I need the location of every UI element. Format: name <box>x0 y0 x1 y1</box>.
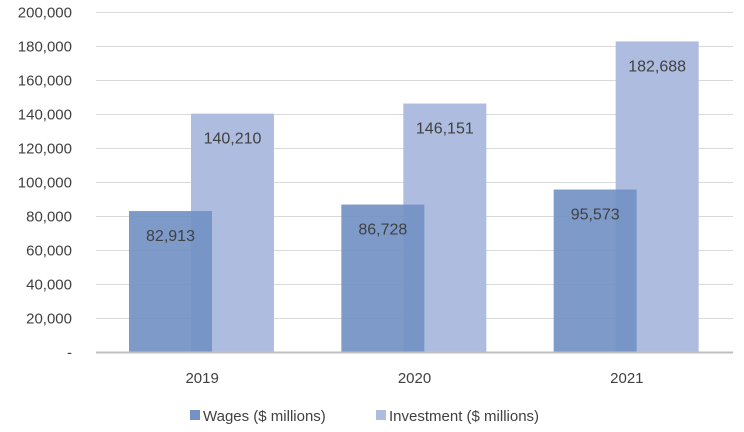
x-tick-label: 2021 <box>610 370 643 387</box>
data-label-wages-2020: 86,728 <box>358 222 407 239</box>
y-tick-label: - <box>67 345 72 362</box>
x-tick-label: 2019 <box>185 370 218 387</box>
data-label-investment-2020: 146,151 <box>416 121 474 138</box>
legend-label: Investment ($ millions) <box>389 408 539 425</box>
legend: Wages ($ millions) Investment ($ millions… <box>190 408 539 425</box>
data-label-investment-2019: 140,210 <box>204 131 262 148</box>
bar-wages-2019 <box>129 211 212 352</box>
data-labels: 82,913 140,210 86,728 146,151 95,573 182,688 <box>146 58 686 245</box>
y-tick-label: 100,000 <box>18 175 72 192</box>
legend-label: Wages ($ millions) <box>203 408 326 425</box>
legend-swatch <box>376 410 386 420</box>
data-label-investment-2021: 182,688 <box>628 58 686 75</box>
x-tick-label: 2020 <box>398 370 431 387</box>
axes: - 20,000 40,000 60,000 80,000 100,000 120,000 1… <box>18 5 733 387</box>
y-tick-label: 40,000 <box>26 277 72 294</box>
bar-wages-2020 <box>341 204 425 352</box>
y-tick-label: 160,000 <box>18 73 72 90</box>
data-label-wages-2021: 95,573 <box>571 207 620 224</box>
legend-swatch <box>190 410 200 420</box>
y-tick-label: 60,000 <box>26 243 72 260</box>
bar-wages-2021 <box>553 189 637 352</box>
y-tick-label: 20,000 <box>26 311 72 328</box>
bars <box>129 41 699 353</box>
y-tick-label: 180,000 <box>18 39 72 56</box>
y-tick-label: 140,000 <box>18 107 72 124</box>
y-tick-label: 80,000 <box>26 209 72 226</box>
y-tick-label: 120,000 <box>18 141 72 158</box>
y-tick-label: 200,000 <box>18 5 72 22</box>
data-label-wages-2019: 82,913 <box>146 228 195 245</box>
